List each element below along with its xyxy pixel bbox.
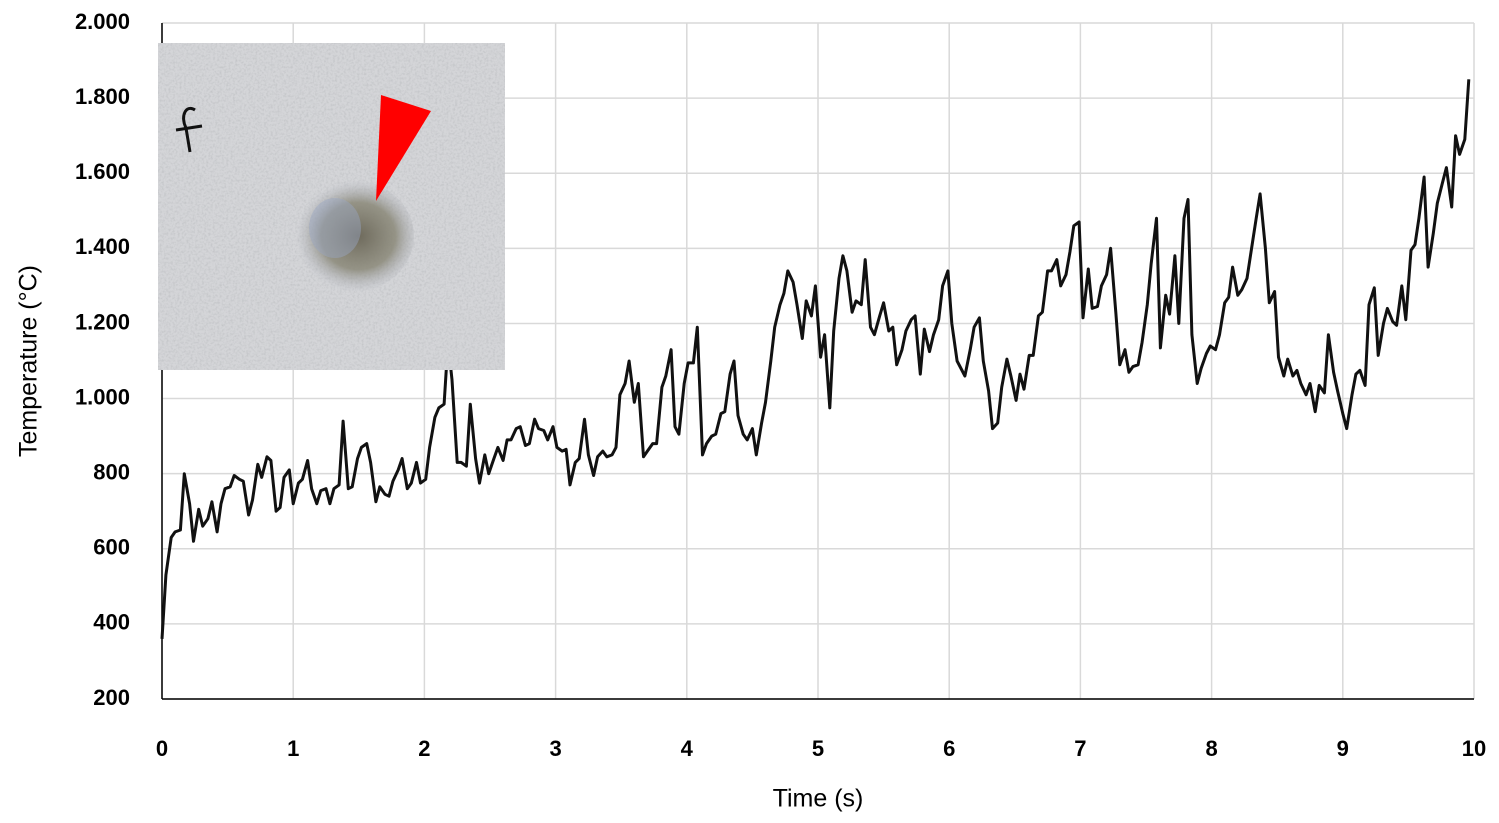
plot-area: 200 400 600 800 1.000 1.200 1.400 1.600 1.800 2.0… <box>75 9 1486 761</box>
photo-mark <box>175 107 203 153</box>
y-tick-label: 1.400 <box>75 234 130 259</box>
photo-spot <box>290 180 414 292</box>
x-tick-label: 0 <box>156 736 168 761</box>
x-tick-label: 2 <box>418 736 430 761</box>
y-tick-label: 200 <box>93 685 130 710</box>
y-tick-label: 1.600 <box>75 159 130 184</box>
y-axis-label: Temperature (°C) <box>15 265 43 457</box>
y-tick-label: 1.200 <box>75 309 130 334</box>
y-tick-label: 1.000 <box>75 384 130 409</box>
y-tick-label: 400 <box>93 610 130 635</box>
x-axis-label: Time (s) <box>773 785 864 813</box>
y-tick-label: 1.800 <box>75 84 130 109</box>
x-tick-label: 10 <box>1462 736 1486 761</box>
y-tick-label: 2.000 <box>75 9 130 34</box>
inset-photo <box>158 43 505 370</box>
x-tick-label: 6 <box>943 736 955 761</box>
y-tick-label: 600 <box>93 535 130 560</box>
y-tick-label: 800 <box>93 459 130 484</box>
x-tick-label: 1 <box>287 736 299 761</box>
x-tick-label: 8 <box>1205 736 1217 761</box>
x-tick-label: 7 <box>1074 736 1086 761</box>
x-tick-label: 4 <box>681 736 694 761</box>
photo-arrow <box>376 95 431 201</box>
x-tick-label: 5 <box>812 736 824 761</box>
data-line <box>160 79 1471 639</box>
x-tick-label: 9 <box>1337 736 1349 761</box>
x-tick-label: 3 <box>549 736 561 761</box>
photo-spot-blue <box>309 198 361 258</box>
